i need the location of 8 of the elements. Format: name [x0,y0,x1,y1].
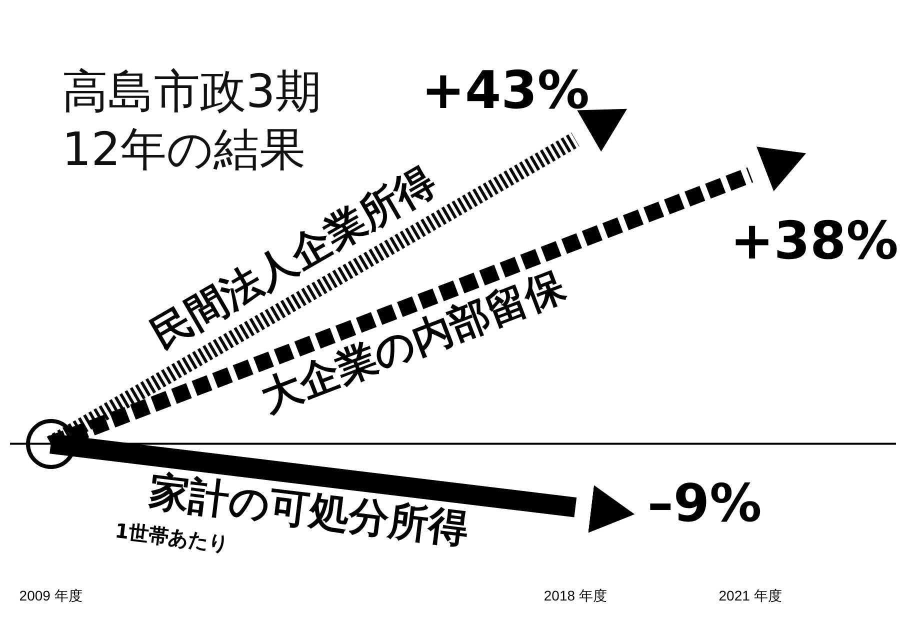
data-label: –9% [647,474,762,534]
chart-title: 高島市政3期 12年の結果 [62,63,322,178]
x-tick-label: 2018 年度 [544,587,607,604]
x-tick-label: 2021 年度 [718,587,782,604]
text: 1世帯あたり [114,518,230,556]
x-tick-label: 2009 年度 [19,587,82,604]
data-label: +38% [730,211,898,272]
data-label: +43% [421,61,590,122]
